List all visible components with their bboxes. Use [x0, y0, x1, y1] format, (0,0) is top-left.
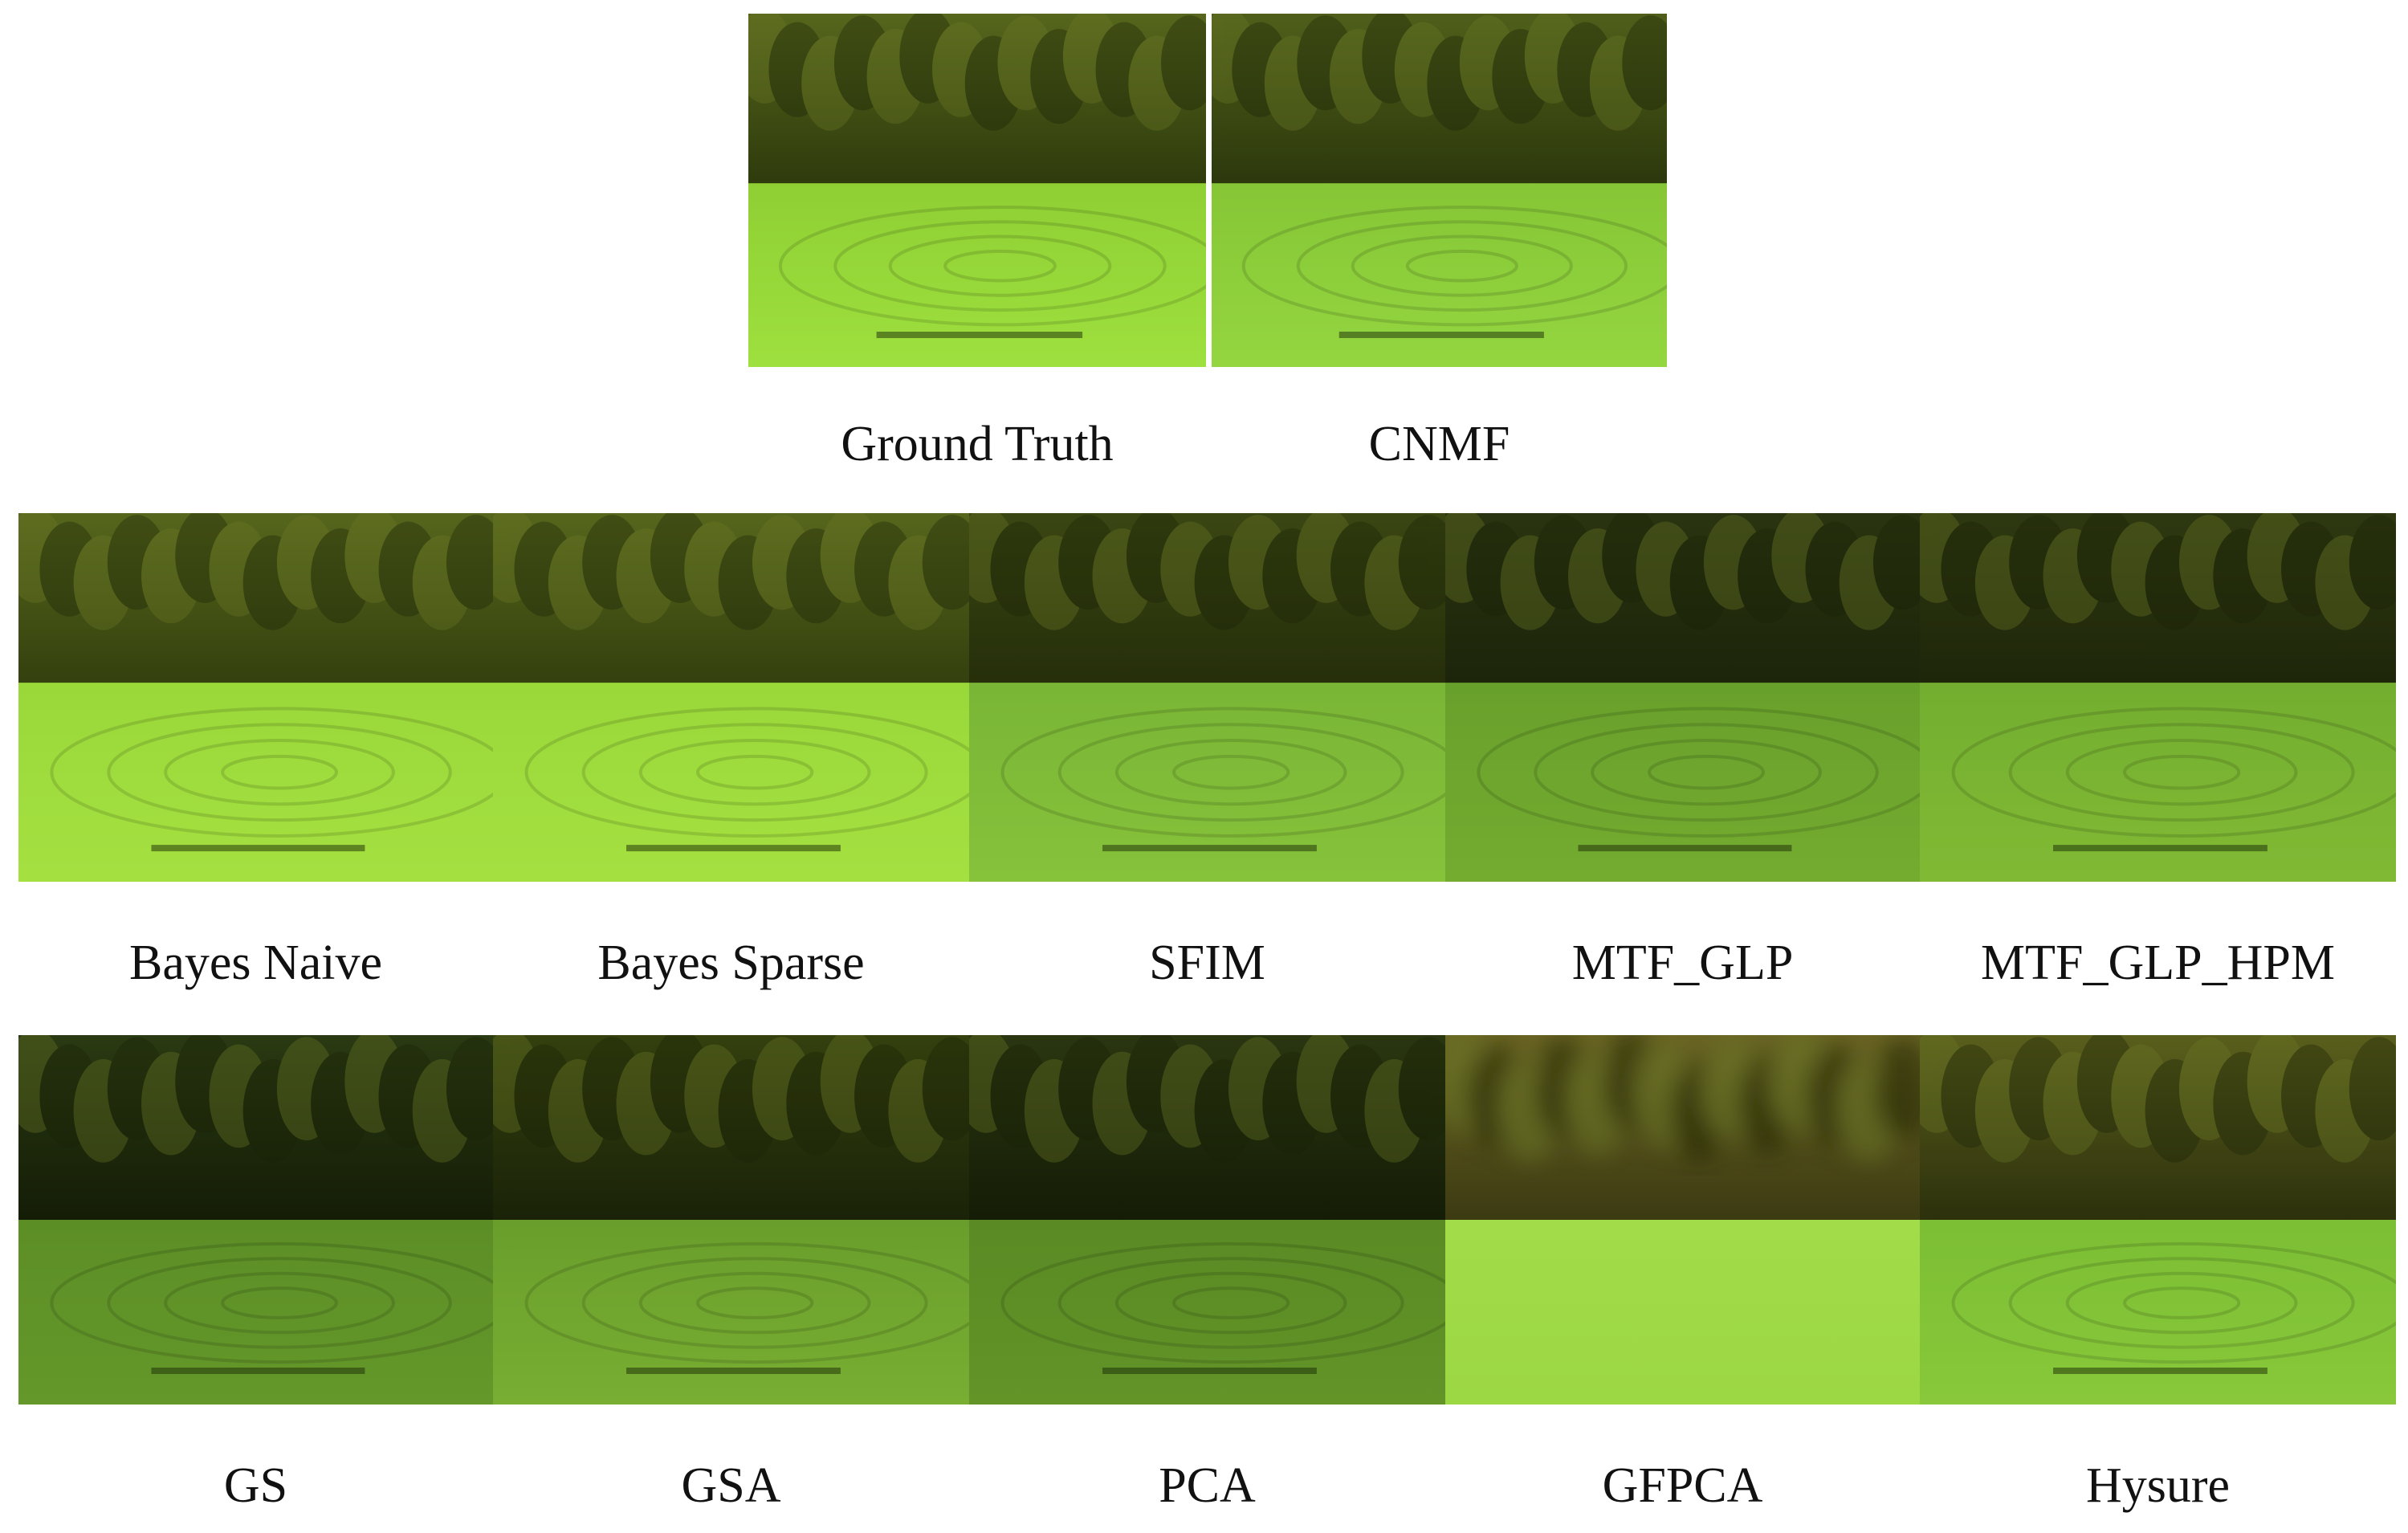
panel-image — [493, 513, 969, 882]
panel-label: GS — [224, 1458, 287, 1513]
panel-label: SFIM — [1149, 936, 1265, 990]
panel-image — [493, 1035, 969, 1405]
panel-label: MTF_GLP — [1572, 936, 1794, 990]
panel-image — [1445, 513, 1920, 882]
panel-image — [1920, 1035, 2396, 1405]
panel-image — [1445, 1035, 1920, 1405]
panel-label: MTF_GLP_HPM — [1981, 936, 2335, 990]
panel-image — [1212, 14, 1667, 367]
panel-label: Bayes Sparse — [597, 936, 864, 990]
panel-image — [969, 513, 1445, 882]
panel-label: GSA — [681, 1458, 780, 1513]
panel-label: Ground Truth — [841, 417, 1113, 471]
panel-label: PCA — [1159, 1458, 1256, 1513]
panel-image — [18, 1035, 493, 1405]
panel-label: CNMF — [1369, 417, 1510, 471]
panel-label: Hysure — [2086, 1458, 2230, 1513]
panel-image — [1920, 513, 2396, 882]
panel-image — [748, 14, 1206, 367]
panel-image — [18, 513, 493, 882]
panel-label: GFPCA — [1603, 1458, 1763, 1513]
panel-label: Bayes Naive — [129, 936, 382, 990]
panel-image — [969, 1035, 1445, 1405]
